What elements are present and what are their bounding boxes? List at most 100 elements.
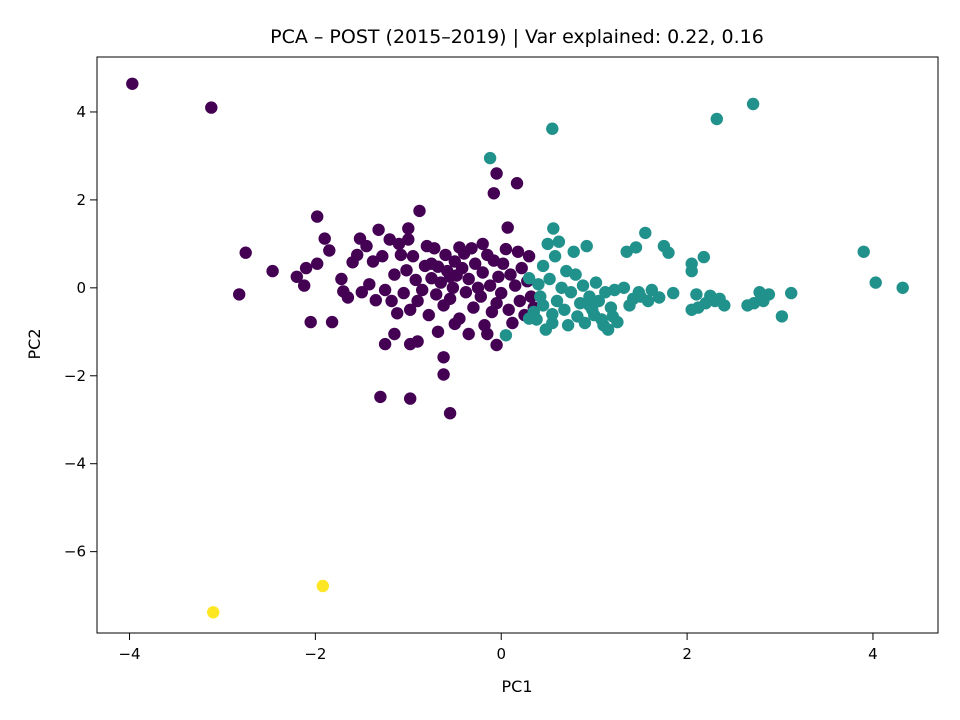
data-point [448, 317, 461, 331]
data-point [490, 297, 503, 310]
data-point [341, 291, 355, 304]
data-point [510, 177, 524, 190]
data-point [580, 239, 593, 253]
data-point [639, 226, 652, 240]
data-point [589, 276, 603, 289]
data-point [569, 268, 582, 281]
data-point [372, 223, 385, 236]
data-point [578, 316, 592, 330]
data-point [513, 294, 526, 308]
data-point [617, 281, 631, 294]
data-point [495, 286, 508, 300]
data-point [391, 307, 404, 320]
data-point [439, 248, 452, 262]
data-point [207, 606, 220, 619]
data-point [388, 268, 401, 281]
data-point [304, 315, 317, 329]
data-point [437, 368, 450, 381]
data-point [504, 268, 517, 281]
data-point [335, 272, 348, 286]
data-point [465, 242, 478, 255]
data-point [502, 303, 515, 316]
data-point [522, 272, 536, 285]
data-point [499, 242, 513, 256]
data-point [467, 301, 480, 314]
data-point [506, 316, 519, 330]
x-tick-label: −2 [304, 645, 326, 663]
data-point [564, 286, 578, 299]
data-point [453, 241, 466, 254]
data-point [641, 294, 655, 308]
data-point [397, 286, 410, 300]
data-point [311, 210, 324, 223]
data-point [608, 283, 621, 297]
data-point [620, 245, 633, 258]
data-point [456, 261, 469, 275]
data-point [532, 278, 545, 291]
data-point [239, 246, 252, 259]
data-point [522, 250, 536, 263]
data-point [325, 315, 339, 329]
data-point [290, 270, 303, 283]
data-point [710, 112, 723, 126]
data-point [524, 290, 538, 303]
data-point [653, 291, 666, 304]
data-point [400, 264, 413, 277]
data-point [601, 323, 615, 336]
x-tick-label: 4 [868, 645, 878, 663]
data-point [394, 248, 408, 262]
data-point [378, 337, 392, 351]
data-point [509, 279, 522, 292]
data-point [662, 246, 675, 259]
data-point [775, 310, 789, 323]
data-point [385, 294, 398, 308]
data-point [402, 233, 415, 246]
data-point [378, 283, 392, 297]
data-point [476, 237, 489, 251]
data-point [492, 270, 505, 283]
data-point [548, 250, 562, 263]
data-point [376, 250, 389, 263]
data-point [501, 221, 514, 234]
data-point [311, 257, 324, 270]
data-point [126, 77, 139, 91]
data-point [318, 232, 331, 245]
chart-title: PCA – POST (2015–2019) | Var explained: … [270, 26, 764, 48]
data-point [785, 286, 798, 300]
x-tick-label: 2 [682, 645, 692, 663]
data-point [490, 338, 503, 352]
data-point [402, 222, 415, 235]
data-point [366, 255, 380, 268]
data-point [541, 237, 554, 251]
data-point [411, 294, 424, 308]
data-point [483, 279, 497, 292]
data-point [413, 204, 426, 218]
data-point [536, 259, 550, 273]
data-point [233, 288, 246, 301]
data-point [266, 264, 279, 278]
x-axis: −4 −2 0 2 4 [118, 633, 878, 663]
data-point [323, 244, 336, 257]
data-point [369, 294, 382, 307]
data-point [511, 245, 525, 258]
data-point [443, 270, 457, 283]
data-point [298, 279, 311, 292]
data-point [547, 222, 560, 235]
data-point [496, 257, 510, 270]
points-layer [126, 77, 909, 619]
data-point [667, 286, 680, 300]
data-point [546, 122, 559, 135]
data-point [487, 187, 500, 200]
data-point [411, 335, 424, 348]
y-axis-label: PC2 [25, 329, 44, 360]
data-point [428, 242, 441, 255]
data-point [561, 319, 575, 332]
data-point [299, 261, 313, 275]
data-point [388, 327, 401, 341]
data-point [316, 579, 329, 593]
y-tick-label: −4 [64, 455, 86, 473]
data-point [746, 97, 760, 111]
data-point [205, 101, 218, 114]
data-point [363, 278, 376, 291]
data-point [560, 264, 573, 278]
